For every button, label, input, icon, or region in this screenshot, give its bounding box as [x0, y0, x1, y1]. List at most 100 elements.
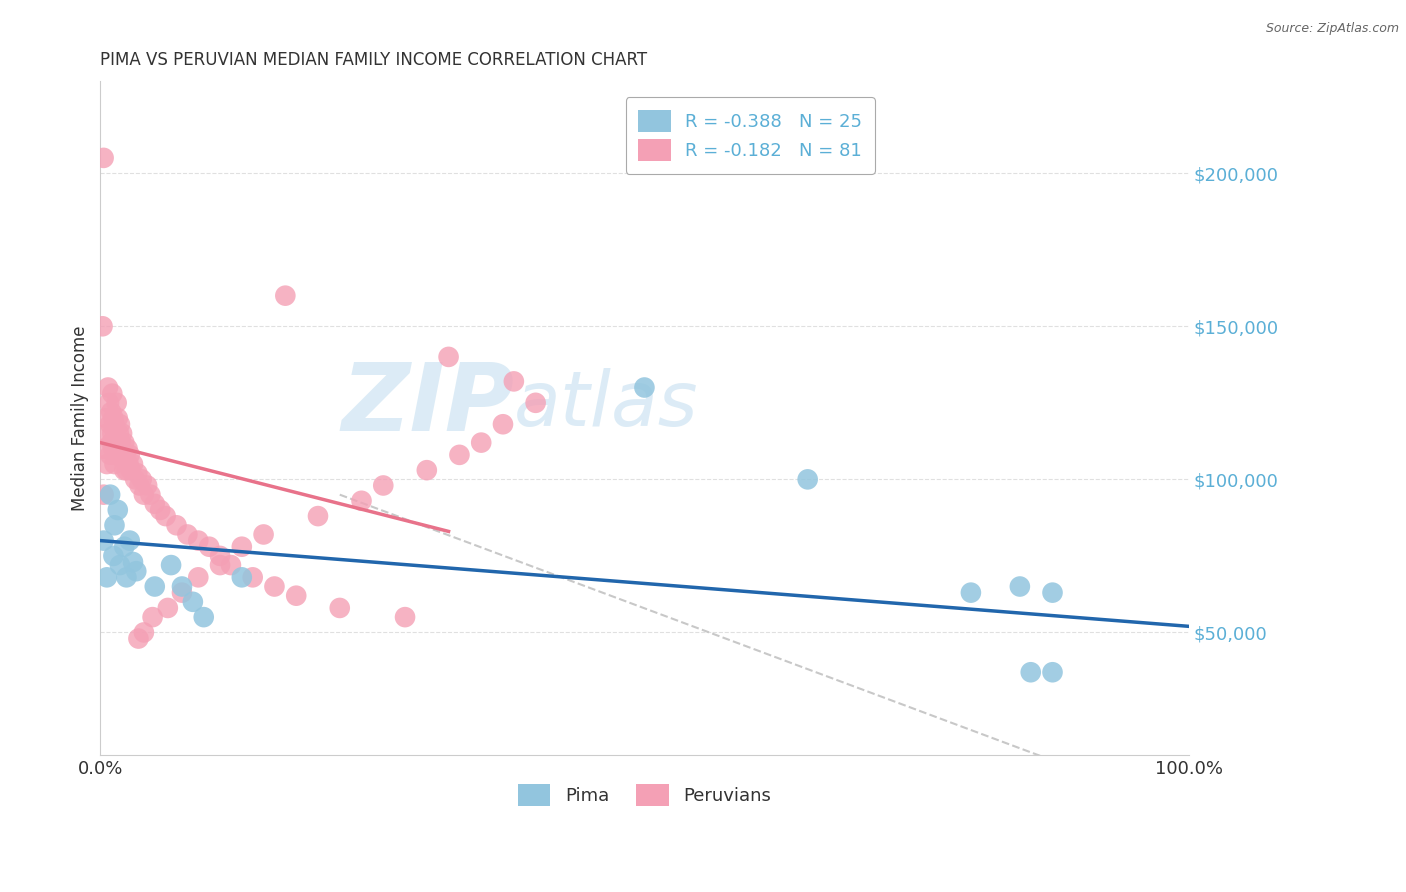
Point — [149, 503, 172, 517]
Point — [307, 509, 329, 524]
Point — [108, 417, 131, 432]
Text: Source: ZipAtlas.com: Source: ZipAtlas.com — [1265, 22, 1399, 36]
Point — [101, 386, 124, 401]
Point — [94, 411, 117, 425]
Point — [437, 350, 460, 364]
Point — [96, 426, 118, 441]
Point — [181, 595, 204, 609]
Point — [93, 151, 115, 165]
Point — [111, 426, 134, 441]
Point — [93, 442, 115, 456]
Point — [416, 463, 439, 477]
Point — [115, 570, 138, 584]
Point — [170, 585, 193, 599]
Point — [100, 435, 122, 450]
Point — [156, 601, 179, 615]
Point — [115, 463, 138, 477]
Point — [104, 448, 127, 462]
Point — [198, 540, 221, 554]
Y-axis label: Median Family Income: Median Family Income — [72, 326, 89, 511]
Point — [209, 549, 232, 563]
Point — [96, 457, 118, 471]
Point — [633, 380, 655, 394]
Point — [231, 540, 253, 554]
Point — [93, 488, 115, 502]
Point — [117, 442, 139, 456]
Point — [252, 527, 274, 541]
Point — [155, 509, 177, 524]
Point — [112, 463, 135, 477]
Point — [112, 448, 135, 462]
Point — [103, 457, 125, 471]
Point — [98, 448, 121, 462]
Point — [329, 601, 352, 615]
Point — [524, 396, 547, 410]
Point — [502, 375, 524, 389]
Point — [373, 478, 395, 492]
Point — [105, 435, 128, 450]
Point — [96, 570, 118, 584]
Point — [131, 472, 153, 486]
Point — [132, 488, 155, 502]
Point — [160, 558, 183, 573]
Point — [98, 488, 121, 502]
Point — [796, 472, 818, 486]
Point — [285, 589, 308, 603]
Point — [117, 457, 139, 471]
Point — [101, 426, 124, 441]
Point — [97, 380, 120, 394]
Point — [124, 472, 146, 486]
Point — [103, 549, 125, 563]
Point — [176, 527, 198, 541]
Point — [103, 518, 125, 533]
Point — [103, 442, 125, 456]
Point — [187, 533, 209, 548]
Point — [1042, 585, 1064, 599]
Point — [350, 493, 373, 508]
Point — [449, 448, 471, 462]
Point — [143, 497, 166, 511]
Point — [98, 396, 121, 410]
Point — [114, 448, 136, 462]
Legend: Pima, Peruvians: Pima, Peruvians — [510, 777, 778, 814]
Point — [1042, 665, 1064, 680]
Point — [127, 632, 149, 646]
Point — [104, 426, 127, 441]
Point — [263, 580, 285, 594]
Point — [118, 533, 141, 548]
Text: ZIP: ZIP — [342, 359, 513, 450]
Point — [394, 610, 416, 624]
Text: PIMA VS PERUVIAN MEDIAN FAMILY INCOME CORRELATION CHART: PIMA VS PERUVIAN MEDIAN FAMILY INCOME CO… — [100, 51, 648, 69]
Point — [122, 555, 145, 569]
Point — [108, 558, 131, 573]
Point — [91, 319, 114, 334]
Point — [103, 411, 125, 425]
Point — [120, 463, 142, 477]
Point — [100, 405, 122, 419]
Point — [242, 570, 264, 584]
Point — [107, 503, 129, 517]
Point — [136, 478, 159, 492]
Point — [107, 411, 129, 425]
Point — [93, 533, 115, 548]
Point — [108, 426, 131, 441]
Point — [125, 564, 148, 578]
Point — [107, 448, 129, 462]
Text: atlas: atlas — [513, 368, 699, 442]
Point — [103, 417, 125, 432]
Point — [470, 435, 492, 450]
Point — [1008, 580, 1031, 594]
Point — [128, 478, 150, 492]
Point — [98, 417, 121, 432]
Point — [139, 488, 162, 502]
Point — [143, 580, 166, 594]
Point — [112, 435, 135, 450]
Point — [122, 457, 145, 471]
Point — [108, 448, 131, 462]
Point — [492, 417, 515, 432]
Point — [110, 435, 132, 450]
Point — [193, 610, 215, 624]
Point — [142, 610, 165, 624]
Point — [209, 558, 232, 573]
Point — [132, 625, 155, 640]
